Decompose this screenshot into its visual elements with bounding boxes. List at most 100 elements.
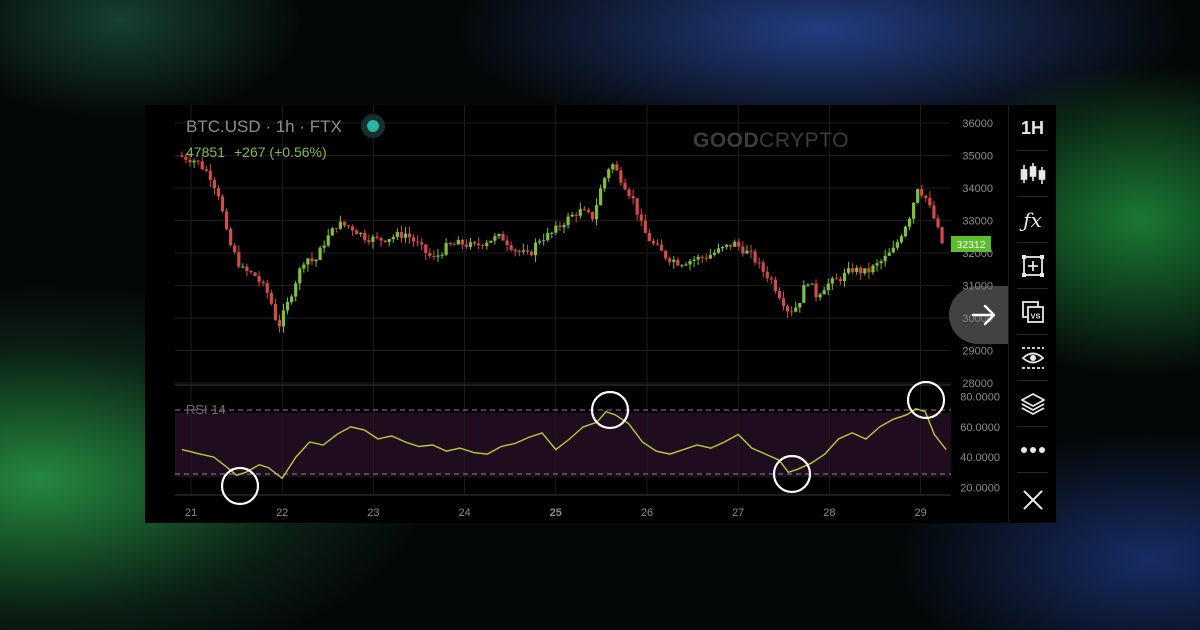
candle-body — [416, 241, 420, 243]
candle-body — [875, 263, 879, 266]
candle-body — [582, 209, 586, 211]
symbol-title: BTC.USD · 1h · FTX — [186, 117, 342, 136]
price-chart[interactable]: GOODCRYPTO 36000350003400033000320003100… — [145, 105, 1008, 523]
candle-body — [737, 241, 741, 247]
candle-body — [261, 281, 265, 284]
candle-body — [826, 283, 830, 291]
candle-body — [399, 232, 404, 238]
fx-icon: ƒx — [1023, 208, 1042, 232]
close-button[interactable] — [1009, 477, 1056, 523]
candle-body — [651, 241, 656, 244]
candle-body — [879, 261, 883, 264]
scroll-to-latest-button[interactable] — [949, 286, 1019, 344]
rsi-tick-label: 80.0000 — [960, 392, 1000, 404]
candle-body — [615, 164, 619, 171]
candle-body — [204, 169, 208, 171]
layers-button[interactable] — [1009, 381, 1056, 427]
candle-body — [741, 246, 745, 254]
candle-body — [472, 242, 477, 244]
date-tick-label: 23 — [367, 507, 379, 519]
candle-body — [619, 170, 623, 183]
compare-vs-icon: VS — [1021, 301, 1044, 323]
candle-body — [493, 236, 497, 241]
candle-body — [411, 237, 416, 242]
add-drawing-button[interactable] — [1009, 243, 1056, 289]
candle-body — [594, 205, 599, 220]
date-tick-label: 29 — [914, 507, 926, 519]
more-button[interactable] — [1009, 427, 1056, 473]
candle-body — [895, 242, 899, 248]
candle-body — [188, 159, 192, 163]
candle-body — [794, 307, 798, 312]
candle-body — [672, 259, 676, 262]
candle-body — [757, 262, 761, 264]
interval-button[interactable]: 1H — [1009, 105, 1056, 151]
candle-body — [489, 240, 493, 243]
candle-body — [627, 189, 631, 196]
candle-body — [351, 226, 355, 231]
candle-body — [798, 302, 802, 308]
candle-body — [257, 276, 261, 282]
candle-body — [241, 266, 245, 268]
candle-body — [220, 196, 225, 212]
candle-body — [196, 160, 200, 162]
candle-body — [253, 272, 257, 277]
price-tick-label: 34000 — [962, 183, 993, 195]
candle-body — [395, 232, 399, 237]
candle-body — [720, 246, 725, 249]
live-indicator-dot — [367, 120, 379, 132]
candle-body — [216, 188, 221, 197]
candle-body — [420, 242, 424, 245]
right-toolbar: 1H ƒx VS — [1008, 105, 1056, 523]
candle-body — [916, 189, 920, 203]
price-change: +267 (+0.56%) — [234, 144, 327, 160]
chart-type-button[interactable] — [1009, 151, 1056, 197]
candle-body — [607, 169, 611, 179]
candle-body — [562, 225, 566, 228]
indicators-button[interactable]: ƒx — [1009, 197, 1056, 243]
candle-body — [338, 221, 343, 229]
candle-body — [375, 236, 379, 238]
candle-body — [570, 214, 574, 217]
candle-body — [838, 278, 843, 282]
candle-body — [367, 240, 371, 242]
candle-body — [643, 220, 647, 234]
visibility-button[interactable] — [1009, 335, 1056, 381]
candle-body — [574, 214, 578, 216]
candle-body — [249, 270, 253, 273]
candle-body — [436, 255, 440, 257]
candle-body — [428, 252, 432, 256]
candle-body — [664, 250, 668, 259]
candle-body — [546, 232, 550, 241]
candle-body — [277, 320, 282, 327]
candle-body — [533, 242, 538, 256]
candle-body — [497, 233, 501, 237]
candle-body — [928, 198, 932, 206]
candle-body — [924, 195, 928, 199]
candle-body — [814, 283, 818, 298]
price-tick-label: 36000 — [962, 118, 993, 130]
candle-body — [314, 259, 318, 262]
compare-button[interactable]: VS — [1009, 289, 1056, 335]
candle-body — [712, 252, 717, 255]
date-tick-label: 24 — [458, 507, 470, 519]
chart-panel[interactable]: GOODCRYPTO 36000350003400033000320003100… — [145, 105, 1008, 523]
candle-body — [501, 233, 505, 241]
date-tick-label: 21 — [185, 507, 197, 519]
interval-label: 1H — [1020, 117, 1044, 138]
candle-body — [891, 247, 895, 253]
candle-body — [802, 285, 806, 303]
candle-body — [517, 251, 521, 253]
candle-body — [200, 161, 204, 170]
price-tag — [951, 236, 991, 252]
candle-body — [907, 218, 912, 227]
candle-body — [708, 254, 712, 259]
rsi-tick-label: 40.0000 — [960, 452, 1000, 464]
candle-body — [769, 278, 773, 280]
candle-body — [940, 227, 944, 244]
candle-body — [391, 236, 395, 240]
candle-body — [554, 225, 558, 233]
date-tick-label: 28 — [823, 507, 835, 519]
candle-body — [761, 262, 765, 272]
candle-body — [334, 228, 338, 230]
